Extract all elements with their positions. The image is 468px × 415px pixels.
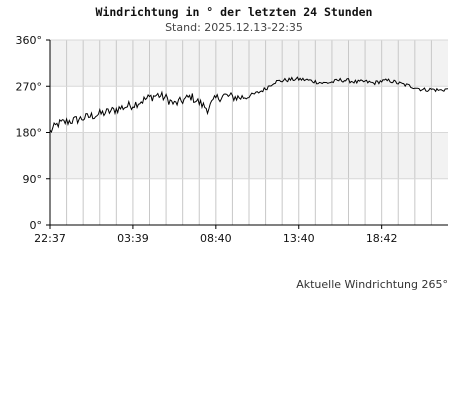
y-tick-label: 0° — [30, 219, 43, 232]
chart-title: Windrichtung in ° der letzten 24 Stunden — [95, 5, 373, 19]
y-tick-label: 90° — [23, 173, 43, 186]
horizontal-gridlines — [50, 39, 448, 180]
series-line-0 — [49, 76, 449, 134]
x-tick-label: 03:39 — [117, 232, 149, 245]
x-tick-label: 13:40 — [283, 232, 315, 245]
y-tick-label: 360° — [16, 34, 43, 47]
y-axis-ticks: 360° 270° 180° 90° 0° — [16, 34, 50, 232]
x-tick-label: 18:42 — [366, 232, 398, 245]
series-layer — [49, 76, 449, 134]
x-tick-label: 08:40 — [200, 232, 232, 245]
x-tick-label: 22:37 — [34, 232, 66, 245]
chart-subtitle: Stand: 2025.12.13-22:35 — [165, 21, 303, 34]
y-tick-label: 270° — [16, 80, 43, 93]
current-wind-direction: Aktuelle Windrichtung 265° — [296, 278, 448, 291]
y-tick-label: 180° — [16, 127, 43, 140]
x-axis-ticks: 22:37 03:39 08:40 13:40 18:42 — [34, 225, 398, 245]
